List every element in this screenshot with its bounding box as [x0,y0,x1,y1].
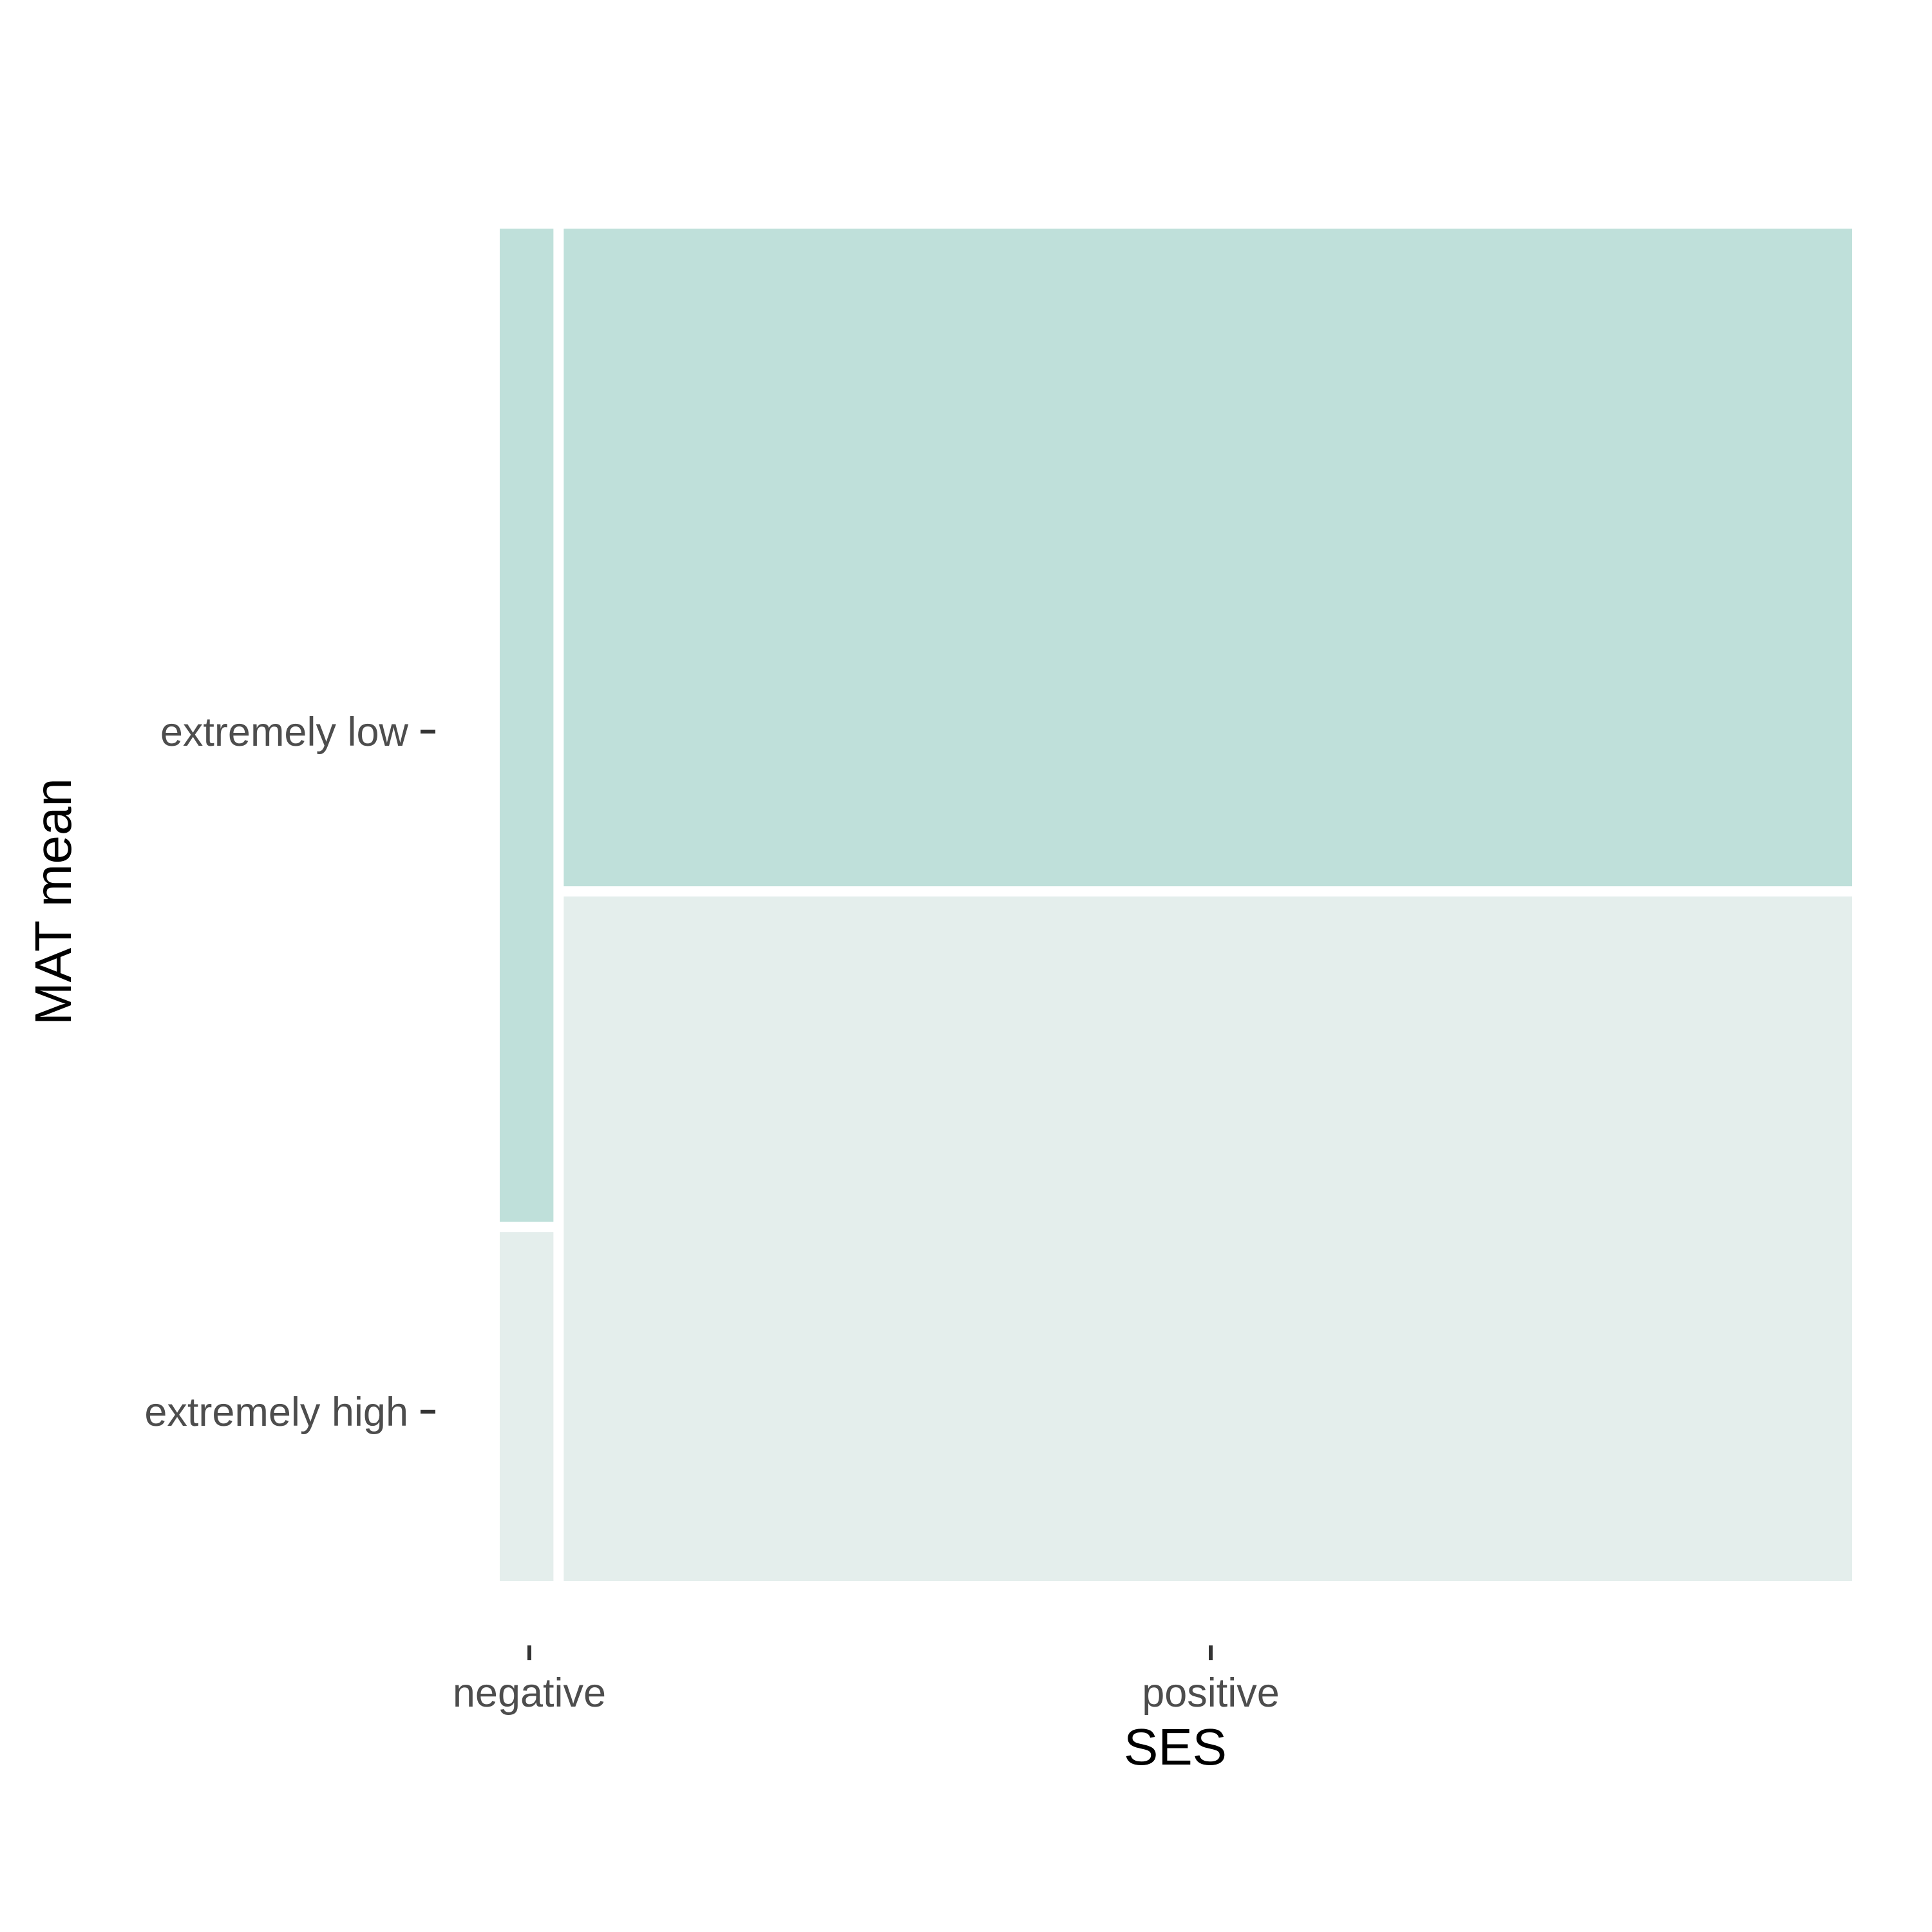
y-tick-label-extremely-low: extremely low [160,710,409,755]
x-tick-label-positive: positive [1142,1671,1280,1716]
x-tick-label-negative: negative [453,1671,606,1716]
mosaic-cell-positive-extremely-high [564,896,1852,1581]
mosaic-cell-negative-extremely-low [500,229,554,1222]
mosaic-cell-negative-extremely-high [500,1232,554,1581]
y-axis-title: MAT mean [24,778,82,1025]
mosaic-cell-positive-extremely-low [564,229,1852,887]
y-tick-label-extremely-high: extremely high [144,1390,408,1435]
x-axis-title: SES [1124,1718,1227,1776]
y-axis: extremely low extremely high [144,710,435,1435]
cells-layer [500,229,1852,1581]
x-axis: negative positive [453,1645,1280,1716]
